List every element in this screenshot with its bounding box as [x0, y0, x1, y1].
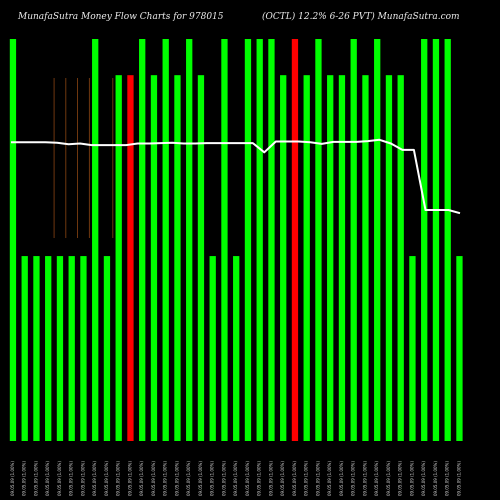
- x-tick-label: 09.05.09 (1.00%): [315, 461, 320, 496]
- bar-23: [280, 75, 287, 442]
- x-tick-label: 09.05.09 (1.00%): [292, 461, 297, 496]
- x-tick-label: 09.05.09 (1.00%): [69, 461, 74, 496]
- bar-11: [139, 39, 146, 441]
- bar-34: [409, 256, 416, 441]
- x-tick-label: 09.05.09 (1.00%): [139, 461, 144, 496]
- x-tick-labels: 09.05.09 (1.00%) 09.05.09 (1.00%) 09.05.09…: [10, 461, 462, 496]
- bar-26: [315, 39, 322, 441]
- x-tick-label: 09.05.09 (1.00%): [339, 461, 344, 496]
- bar-14: [174, 75, 181, 442]
- bar-35: [421, 39, 428, 441]
- chart-title-left: MunafaSutra Money Flow Charts for 978015: [17, 12, 224, 22]
- x-tick-label: 09.05.09 (1.00%): [174, 461, 179, 496]
- bar-20: [244, 39, 252, 441]
- x-tick-label: 09.05.09 (1.00%): [22, 461, 27, 496]
- bar-18: [221, 39, 228, 441]
- x-tick-label: 09.05.09 (1.00%): [33, 461, 38, 496]
- bar-21: [256, 39, 263, 441]
- bar-8: [103, 256, 111, 441]
- x-tick-label: 09.05.09 (1.00%): [374, 461, 379, 496]
- bar-30: [362, 75, 369, 442]
- bar-27: [327, 75, 334, 442]
- bar-5: [68, 256, 75, 441]
- x-tick-label: 09.05.09 (1.00%): [351, 461, 356, 496]
- x-tick-label: 09.05.09 (1.00%): [210, 461, 215, 496]
- bar-33: [397, 75, 404, 442]
- bar-37: [444, 39, 451, 441]
- bar-7: [92, 39, 99, 441]
- bar-10: [127, 75, 134, 442]
- x-tick-label: 09.05.09 (1.00%): [445, 461, 450, 496]
- x-tick-label: 09.05.09 (1.00%): [104, 461, 109, 496]
- bar-31: [374, 39, 381, 441]
- x-tick-label: 09.05.09 (1.00%): [304, 461, 309, 496]
- x-tick-label: 09.05.09 (1.00%): [80, 461, 85, 496]
- x-tick-label: 09.05.09 (1.00%): [245, 461, 250, 496]
- bar-2: [33, 256, 40, 441]
- bar-29: [350, 39, 357, 441]
- bars: [9, 39, 463, 442]
- bar-36: [432, 39, 440, 441]
- bar-28: [338, 75, 346, 442]
- bar-9: [115, 75, 122, 442]
- bar-12: [150, 75, 158, 442]
- grid-lines: [53, 78, 114, 238]
- x-tick-label: 09.05.09 (1.00%): [221, 461, 226, 496]
- x-tick-label: 09.05.09 (1.00%): [409, 461, 414, 496]
- bar-4: [56, 256, 64, 441]
- chart-title-right: (OCTL) 12.2% 6-26 PVT) MunafaSutra.com: [262, 11, 460, 22]
- bar-16: [197, 75, 205, 442]
- x-tick-label: 09.05.09 (1.00%): [92, 461, 97, 496]
- bar-15: [186, 39, 193, 441]
- x-tick-label: 09.05.09 (1.00%): [386, 461, 391, 496]
- bar-24: [291, 39, 299, 441]
- x-tick-label: 09.05.09 (1.00%): [456, 461, 461, 496]
- bar-13: [162, 39, 169, 441]
- x-tick-label: 09.05.09 (1.00%): [186, 461, 191, 496]
- x-tick-label: 09.05.09 (1.00%): [116, 461, 121, 496]
- bar-19: [233, 256, 240, 441]
- bar-3: [45, 256, 52, 441]
- x-tick-label: 09.05.09 (1.00%): [163, 461, 168, 496]
- bar-38: [456, 256, 463, 441]
- x-tick-label: 09.05.09 (1.00%): [268, 461, 273, 496]
- bar-32: [385, 75, 393, 442]
- bar-1: [21, 256, 28, 441]
- x-tick-label: 09.05.09 (1.00%): [421, 461, 426, 496]
- bar-17: [209, 256, 216, 441]
- bar-0: [9, 39, 17, 441]
- x-tick-label: 09.05.09 (1.00%): [151, 461, 156, 496]
- bar-6: [80, 256, 87, 441]
- x-tick-label: 09.05.09 (1.00%): [280, 461, 285, 496]
- bar-25: [303, 75, 310, 442]
- x-tick-label: 09.05.09 (1.00%): [362, 461, 367, 496]
- x-tick-label: 09.05.09 (1.00%): [257, 461, 262, 496]
- x-tick-label: 09.05.09 (1.00%): [233, 461, 238, 496]
- x-tick-label: 09.05.09 (1.00%): [433, 461, 438, 496]
- x-tick-label: 09.05.09 (1.00%): [198, 461, 203, 496]
- x-tick-label: 09.05.09 (1.00%): [398, 461, 403, 496]
- bar-22: [268, 39, 275, 441]
- money-flow-line: [11, 138, 461, 215]
- money-flow-polyline: [11, 138, 461, 215]
- x-tick-label: 09.05.09 (1.00%): [127, 461, 132, 496]
- x-tick-label: 09.05.09 (1.00%): [327, 461, 332, 496]
- x-tick-label: 09.05.09 (1.00%): [45, 461, 50, 496]
- x-tick-label: 09.05.09 (1.00%): [10, 461, 15, 496]
- x-tick-label: 09.05.09 (1.00%): [57, 461, 62, 496]
